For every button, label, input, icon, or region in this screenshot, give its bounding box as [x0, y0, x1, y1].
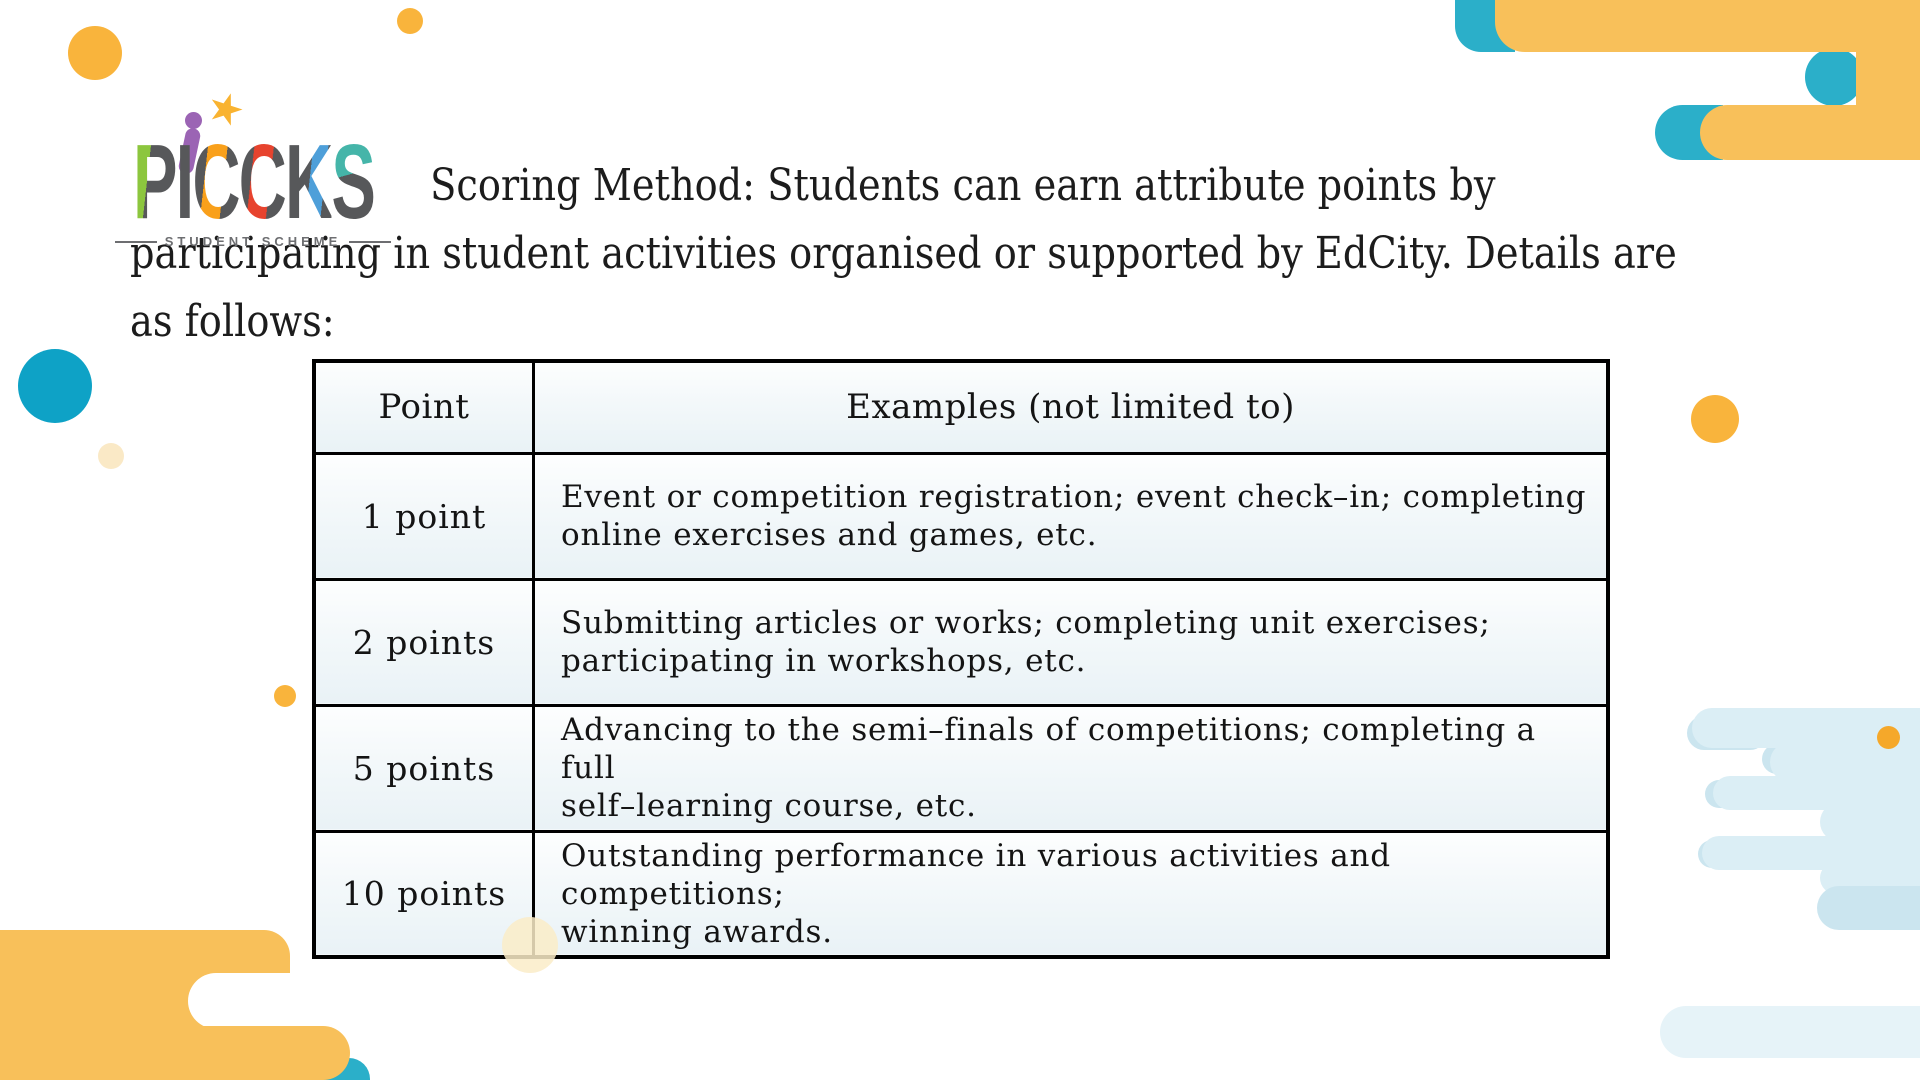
- point-cell: 1 point: [312, 451, 535, 581]
- logo-letter: I: [175, 123, 195, 241]
- logo-subtitle-text: STUDENT SCHEME: [164, 234, 342, 249]
- point-cell: 2 points: [312, 577, 535, 707]
- deco-yellow-circle-top: [397, 8, 423, 34]
- deco-teal-circle-left: [18, 349, 92, 423]
- person-icon: [185, 112, 202, 129]
- table-header-point: Point: [312, 359, 535, 455]
- scoring-table: Point Examples (not limited to) 1 point …: [312, 359, 1610, 959]
- deco-blue-cloud-bar: [1820, 802, 1920, 842]
- heading-line: participating in student activities orga…: [130, 228, 1677, 279]
- table-header-examples: Examples (not limited to): [532, 359, 1610, 455]
- deco-yellow-bar-top-right: [1495, 0, 1920, 52]
- heading-line: Scoring Method: Students can earn attrib…: [430, 160, 1496, 211]
- logo-letter: C: [238, 123, 287, 241]
- deco-orange-circle-bottom-right: [1877, 726, 1900, 749]
- piccks-logo: ★ PICCKS STUDENT SCHEME: [114, 79, 392, 252]
- point-cell: 5 points: [312, 703, 535, 833]
- deco-blue-cloud-bar: [1817, 886, 1920, 930]
- logo-letter: C: [192, 123, 240, 241]
- logo-letter: K: [285, 123, 333, 241]
- table-row: 2 points Submitting articles or works; c…: [312, 577, 1610, 707]
- table-row: 10 points Outstanding performance in var…: [312, 829, 1610, 959]
- logo-subtitle: STUDENT SCHEME: [114, 234, 392, 249]
- logo-letter: S: [331, 123, 376, 241]
- logo-word: PICCKS: [133, 123, 376, 241]
- deco-pale-bar-bottom-right: [1660, 1006, 1920, 1058]
- example-cell: Event or competition registration; event…: [532, 451, 1610, 581]
- deco-teal-circle-top-right: [1805, 48, 1863, 106]
- table-row: 5 points Advancing to the semi–finals of…: [312, 703, 1610, 833]
- deco-blue-cloud-bar: [1770, 742, 1920, 782]
- table-header-row: Point Examples (not limited to): [312, 359, 1610, 455]
- heading-line: as follows:: [130, 296, 335, 347]
- deco-yellow-pill-top-right: [1700, 105, 1920, 160]
- logo-letter: P: [133, 123, 178, 241]
- example-cell: Submitting articles or works; completing…: [532, 577, 1610, 707]
- example-cell: Advancing to the semi–finals of competit…: [532, 703, 1610, 833]
- deco-cloud-notch-bottom-left: [188, 973, 318, 1029]
- deco-yellow-bar-bottom-left: [0, 1026, 350, 1080]
- deco-cream-circle-bottom: [502, 917, 558, 973]
- deco-yellow-circle-right: [1691, 395, 1739, 443]
- logo-rule-right: [349, 240, 392, 243]
- example-cell: Outstanding performance in various activ…: [532, 829, 1610, 959]
- table-row: 1 point Event or competition registratio…: [312, 451, 1610, 581]
- point-cell: 10 points: [312, 829, 535, 959]
- deco-cream-circle-left: [98, 443, 124, 469]
- page-title: Scoring Method: Students can earn attrib…: [130, 152, 1908, 356]
- logo-rule-left: [114, 240, 157, 243]
- deco-orange-circle-middle-left: [274, 685, 296, 707]
- deco-yellow-circle-top-left: [68, 26, 122, 80]
